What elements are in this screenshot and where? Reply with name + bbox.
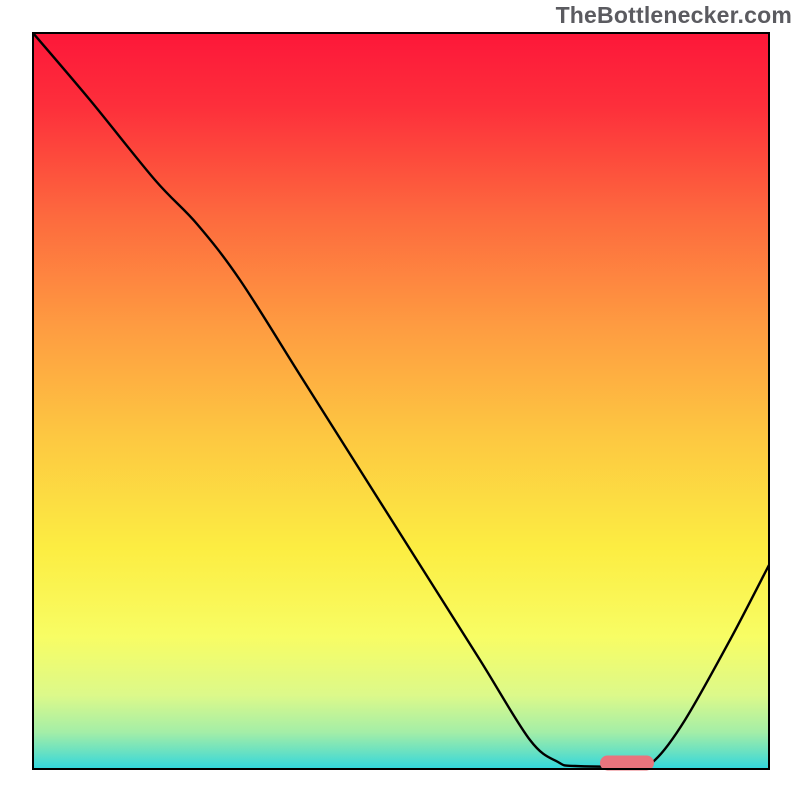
watermark-text: TheBottlenecker.com <box>556 2 792 29</box>
bottleneck-chart <box>0 0 800 800</box>
gradient-background <box>33 33 769 769</box>
chart-container: TheBottlenecker.com <box>0 0 800 800</box>
